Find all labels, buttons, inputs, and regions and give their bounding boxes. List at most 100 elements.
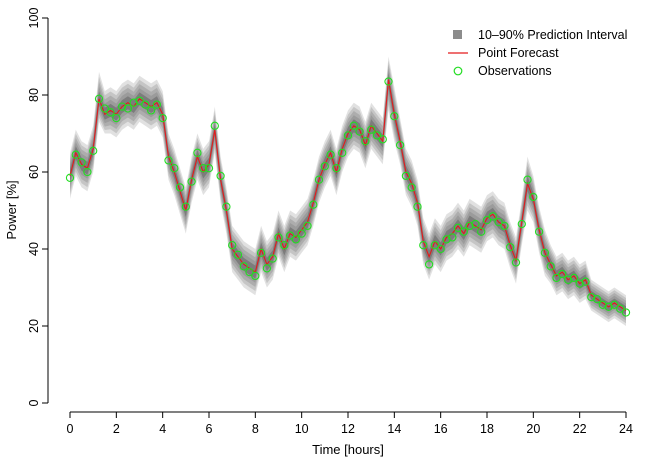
observation-point — [395, 140, 405, 150]
x-tick-label: 0 — [67, 422, 74, 436]
x-tick-label: 8 — [252, 422, 259, 436]
observation-point — [268, 254, 277, 263]
y-tick-label: 20 — [27, 319, 41, 333]
observation-point — [309, 200, 318, 209]
legend-observations-swatch — [453, 66, 463, 76]
observation-point — [453, 223, 463, 232]
observation-point — [83, 167, 92, 177]
observation-point — [384, 77, 393, 86]
observation-point — [71, 150, 80, 159]
observation-point — [563, 275, 573, 284]
observation-point — [390, 112, 399, 121]
observation-point — [210, 121, 219, 130]
observation-point — [424, 260, 434, 269]
observation-point — [592, 294, 602, 304]
x-tick-label: 18 — [480, 422, 494, 436]
x-tick-label: 10 — [295, 422, 309, 436]
observation-point — [117, 102, 127, 111]
observation-point — [604, 302, 613, 311]
observation-point — [465, 221, 474, 231]
observation-point — [349, 121, 358, 130]
observation-point — [285, 231, 295, 240]
observation-point — [598, 300, 607, 309]
observation-point — [621, 308, 631, 317]
observation-point — [129, 98, 138, 107]
observation-point — [303, 221, 312, 231]
legend-forecast-label: Point Forecast — [478, 46, 559, 60]
observation-point — [587, 292, 596, 302]
x-tick-label: 4 — [159, 422, 166, 436]
y-tick-label: 100 — [27, 8, 41, 29]
observation-point — [216, 171, 225, 181]
x-axis-label: Time [hours] — [312, 442, 384, 457]
observation-point — [228, 241, 237, 250]
legend: 10–90% Prediction Interval Point Forecas… — [448, 28, 627, 78]
observation-point — [106, 108, 115, 117]
observation-point — [332, 164, 341, 173]
observation-point — [146, 106, 156, 115]
observation-point — [569, 273, 579, 283]
observation-point — [100, 104, 109, 113]
observation-point — [251, 271, 260, 281]
observation-point — [193, 148, 202, 157]
observation-point — [222, 202, 231, 211]
observation-point — [511, 258, 521, 267]
x-tick-label: 22 — [573, 422, 587, 436]
observation-point — [291, 235, 301, 244]
observation-points — [65, 77, 631, 317]
y-tick-label: 40 — [27, 242, 41, 256]
interval-layer — [70, 64, 626, 321]
observation-point — [135, 96, 144, 105]
observation-point — [112, 113, 121, 123]
observation-point — [436, 244, 445, 254]
observation-point — [552, 273, 561, 283]
observation-point — [575, 279, 584, 288]
y-tick-label: 60 — [27, 165, 41, 179]
observation-point — [280, 241, 289, 250]
observation-point — [482, 215, 492, 225]
observation-point — [326, 150, 335, 159]
observation-point — [181, 202, 190, 211]
observation-point — [343, 131, 353, 140]
observation-point — [471, 219, 480, 229]
observation-point — [401, 171, 411, 181]
legend-interval-swatch — [453, 30, 462, 39]
observation-point — [158, 113, 167, 123]
observation-point — [581, 277, 590, 286]
observation-point — [523, 175, 532, 184]
observation-point — [407, 183, 416, 192]
observation-point — [378, 135, 387, 144]
observation-point — [262, 264, 272, 273]
observation-point — [274, 233, 283, 242]
y-axis-label: Power [%] — [4, 180, 19, 239]
observation-point — [477, 227, 486, 236]
observation-point — [65, 173, 75, 182]
y-tick-label: 80 — [27, 88, 41, 102]
x-tick-label: 24 — [619, 422, 633, 436]
observation-point — [558, 269, 567, 279]
observation-point — [540, 248, 550, 257]
observation-point — [245, 267, 254, 277]
x-tick-label: 14 — [387, 422, 401, 436]
observation-point — [529, 192, 538, 202]
observation-point — [89, 146, 98, 155]
prediction-interval-band — [70, 56, 626, 326]
interval-layer — [70, 73, 626, 315]
legend-interval-label: 10–90% Prediction Interval — [478, 28, 627, 42]
observation-point — [152, 100, 162, 109]
x-tick-label: 16 — [434, 422, 448, 436]
x-tick-label: 12 — [341, 422, 355, 436]
observation-point — [367, 125, 376, 134]
observation-point — [361, 137, 370, 146]
observation-point — [419, 241, 428, 250]
observation-point — [442, 235, 451, 244]
observation-point — [320, 162, 329, 171]
observation-point — [372, 131, 382, 140]
observation-point — [204, 164, 214, 173]
observation-point — [430, 241, 440, 250]
x-tick-label: 6 — [206, 422, 213, 436]
observation-point — [517, 219, 526, 229]
observation-point — [77, 158, 86, 167]
